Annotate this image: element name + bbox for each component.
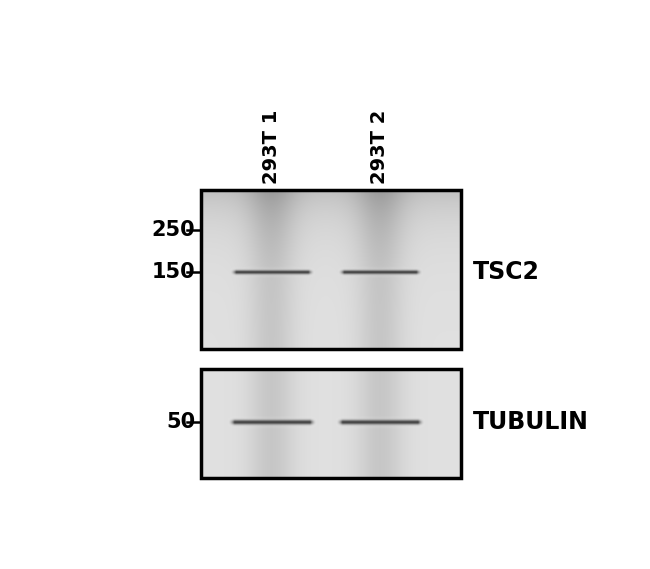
Text: 50: 50 (166, 413, 195, 432)
Text: TUBULIN: TUBULIN (473, 410, 588, 435)
Text: TSC2: TSC2 (473, 261, 540, 284)
Bar (202, 369, 461, 478)
Text: 293T 1: 293T 1 (261, 109, 281, 184)
Text: 150: 150 (151, 262, 195, 282)
Text: 250: 250 (151, 220, 195, 240)
Text: 293T 2: 293T 2 (370, 109, 389, 184)
Bar (202, 190, 461, 349)
